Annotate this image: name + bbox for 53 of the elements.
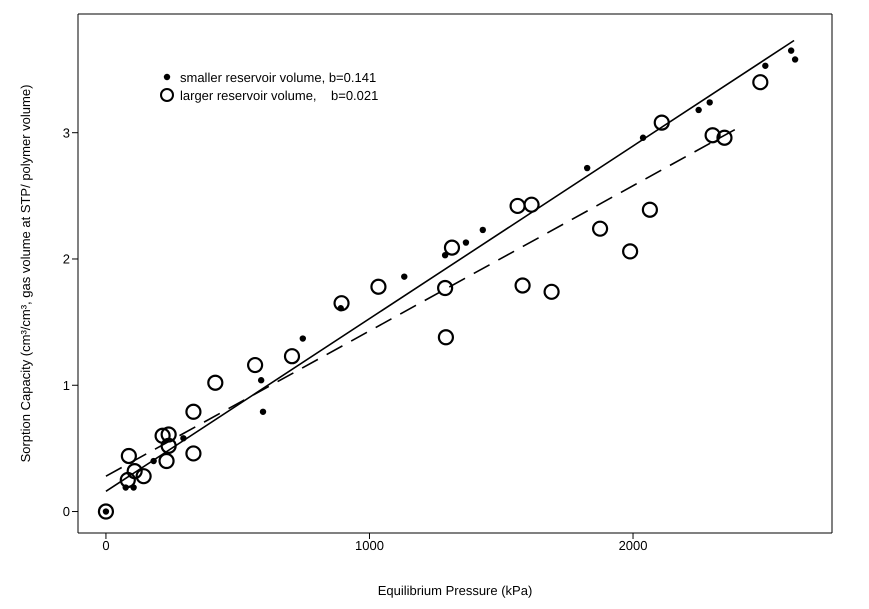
point [762,62,769,69]
y-tick-label: 0 [62,504,70,520]
point [695,106,702,114]
point [642,202,658,218]
point [480,226,486,234]
point [716,130,733,146]
y-tick-label: 2 [62,252,70,267]
point [160,426,177,443]
point [258,377,264,384]
legend-label: larger reservoir volume, b=0.021 [180,88,378,102]
y-tick-label: 1 [62,378,70,393]
point [543,284,560,300]
y-tick-label: 3 [62,125,70,140]
point [185,445,202,462]
x-tick-label: 0 [102,538,110,554]
x-tick-label: 1000 [355,538,384,554]
point [247,356,264,374]
point [120,472,136,488]
point [788,47,794,54]
point [752,74,768,90]
point [514,277,531,294]
point [284,348,300,364]
point [438,329,454,346]
point [154,428,171,444]
point [592,220,608,237]
point [401,273,408,280]
point [444,240,460,256]
y-axis-title: Sorption Capacity (cm³/cm³, gas volume at STP/ polymer volume) [18,84,33,462]
point [126,463,143,480]
point [136,468,152,484]
point [584,164,590,172]
point [120,448,137,464]
point [704,127,721,144]
point [185,404,202,420]
x-tick-label: 2000 [618,538,648,554]
point [462,239,470,246]
x-axis-title: Equilibrium Pressure (kPa) [378,583,532,598]
point [158,452,175,470]
point [437,280,454,296]
point [98,503,114,520]
point [706,99,713,106]
point [509,198,526,214]
point [160,438,177,454]
point [523,196,540,213]
point [207,374,224,391]
point [333,295,350,312]
point [300,335,306,342]
point [792,56,798,63]
point [370,278,387,295]
point [622,243,638,260]
legend-label: smaller reservoir volume, b=0.141 [180,70,376,84]
point [654,114,670,131]
point [260,408,266,415]
